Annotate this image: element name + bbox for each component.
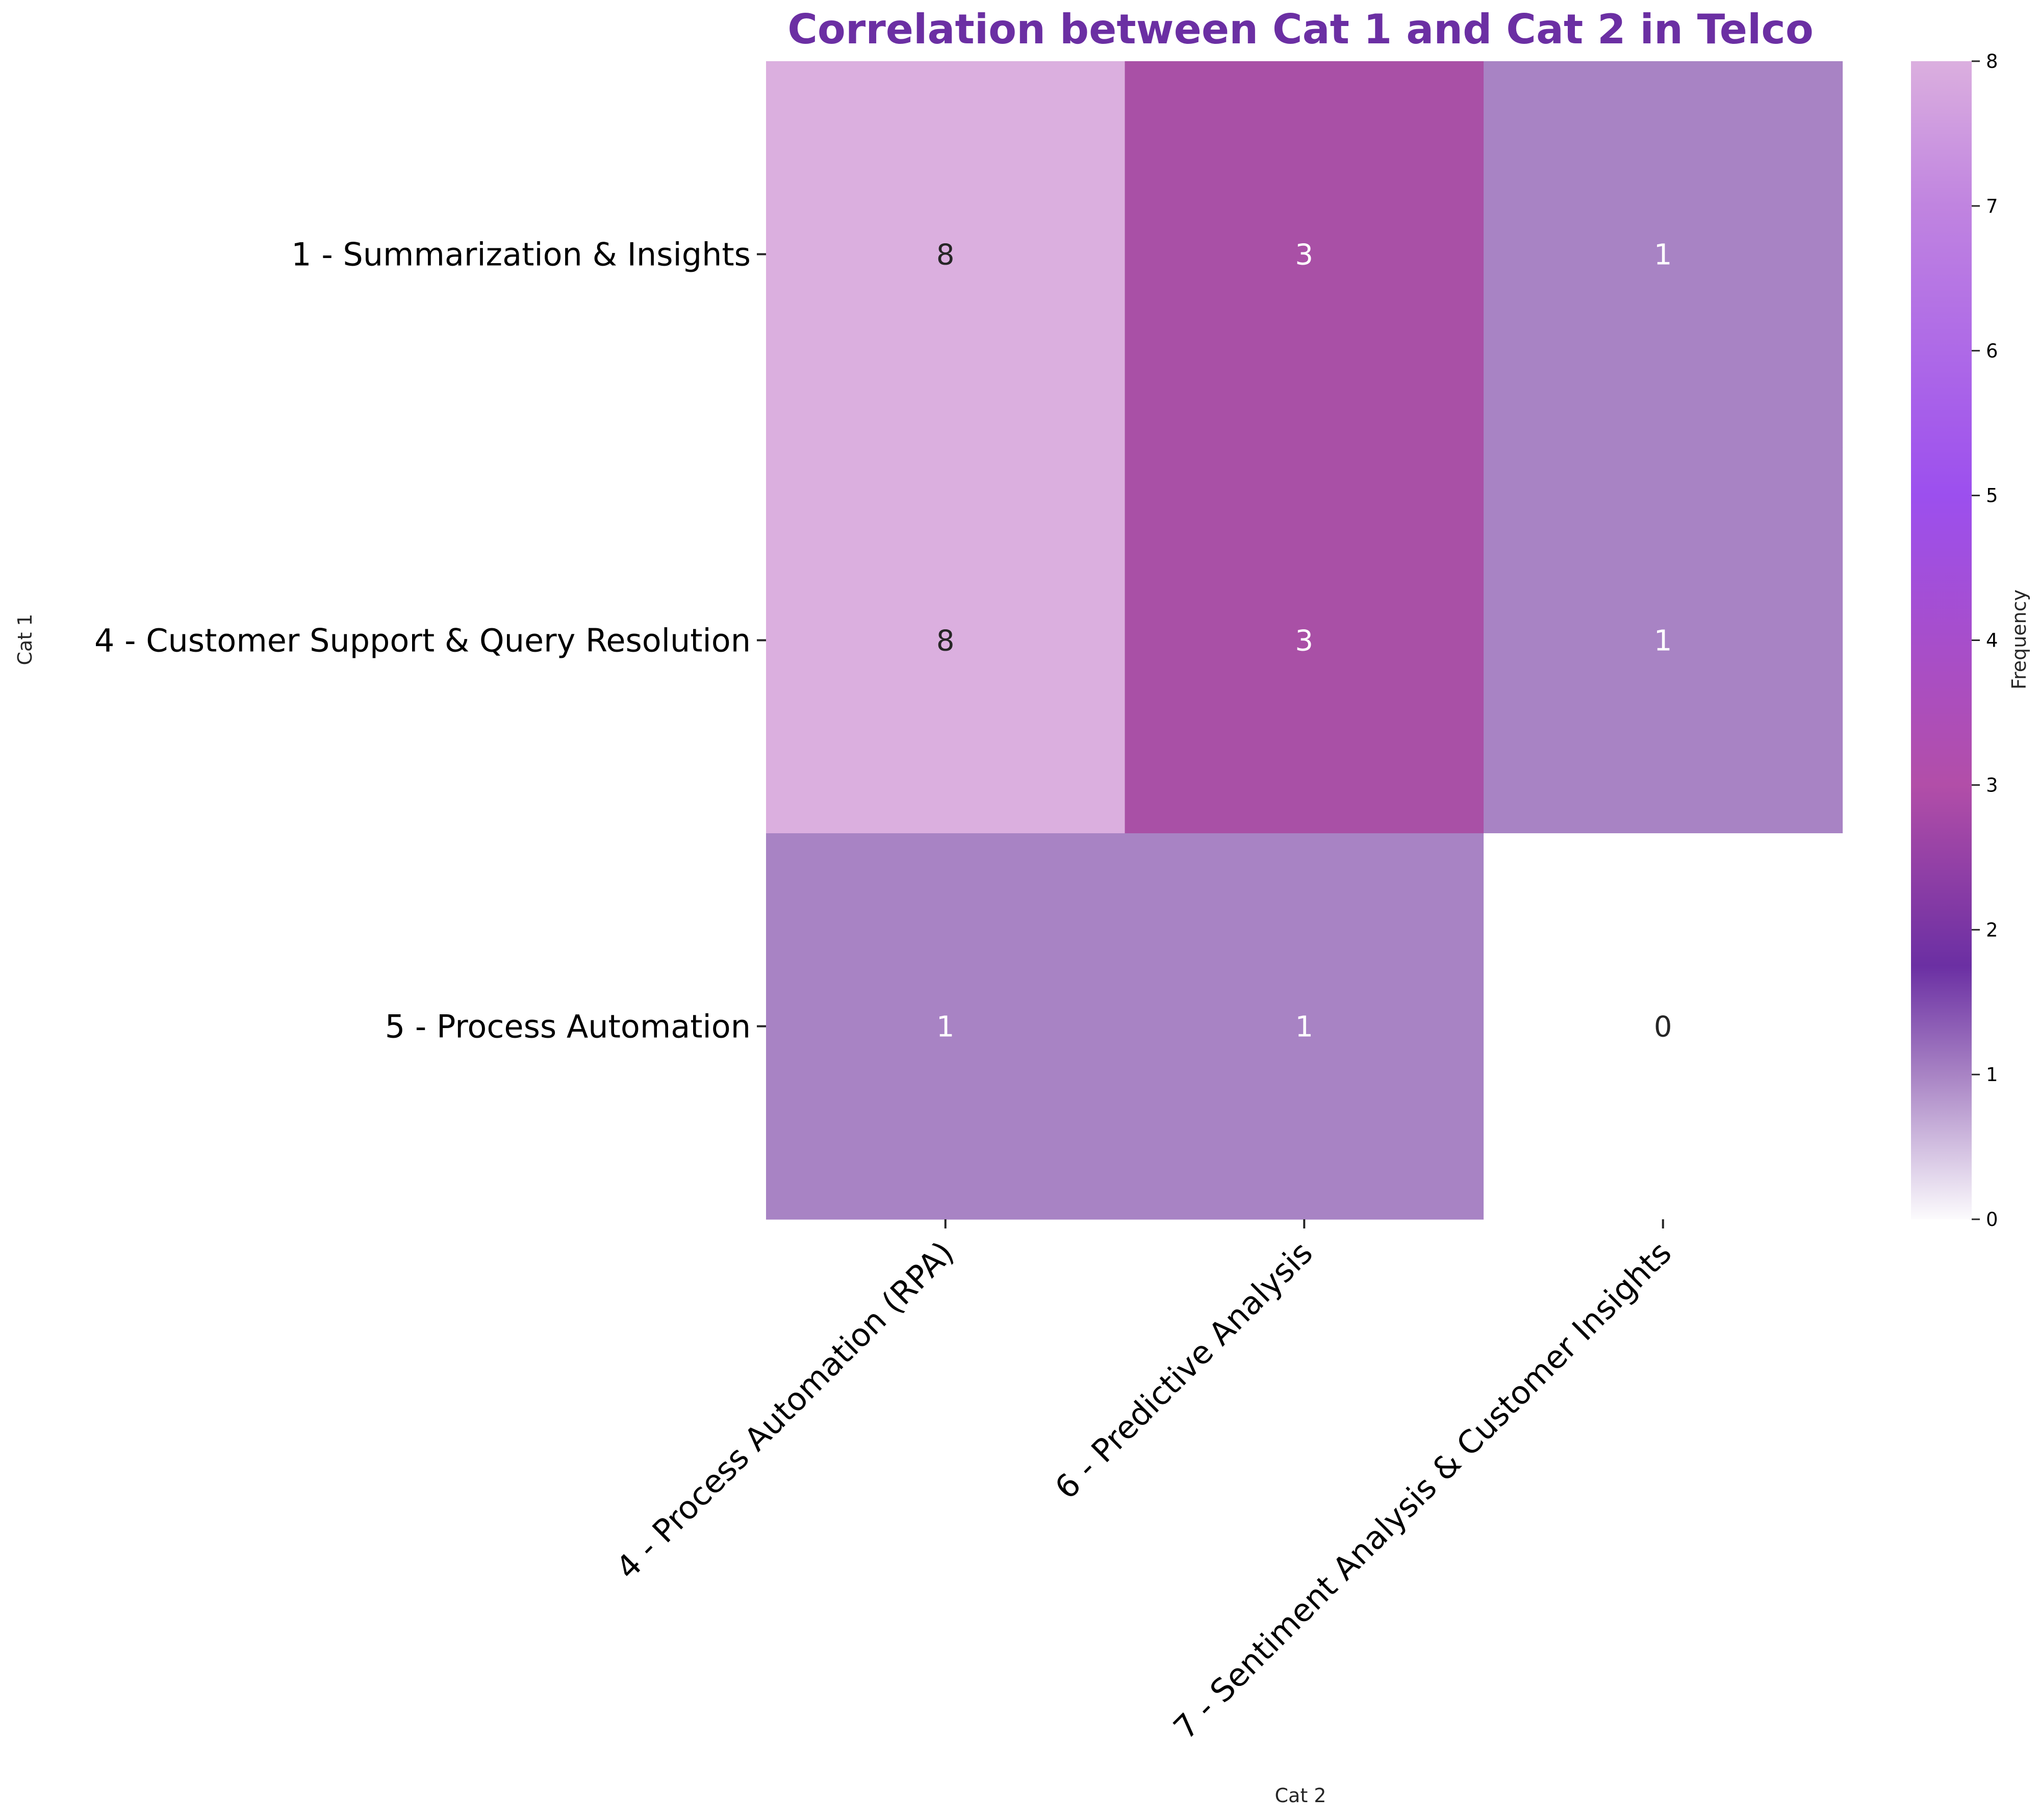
y-axis-label: Cat 1	[14, 614, 36, 665]
cell-value-label: 8	[936, 239, 955, 272]
heatmap-cell	[1484, 833, 1843, 1220]
colorbar-gradient	[1911, 61, 1972, 1219]
colorbar-tick-label: 8	[1986, 50, 1998, 72]
colorbar-tick-label: 1	[1986, 1064, 1998, 1086]
colorbar-tick-label: 4	[1986, 630, 1998, 652]
heatmap-cell	[1125, 833, 1484, 1220]
colorbar-tick-label: 3	[1986, 774, 1998, 796]
cell-value-label: 1	[1654, 625, 1672, 658]
colorbar-tick-label: 0	[1986, 1209, 1998, 1231]
colorbar-tick-label: 7	[1986, 195, 1998, 217]
cell-value-label: 3	[1295, 239, 1313, 272]
cell-value-label: 8	[936, 625, 955, 658]
colorbar-tick-label: 2	[1986, 919, 1998, 941]
colorbar: 0 1 2 3 4 5 6 7 8	[1911, 50, 1998, 1231]
heatmap-cell	[766, 61, 1126, 448]
chart-title: Correlation between Cat 1 and Cat 2 in T…	[787, 6, 1814, 53]
heatmap-cell	[1125, 447, 1484, 834]
cell-value-label: 1	[1295, 1011, 1313, 1044]
colorbar-label: Frequency	[2008, 589, 2030, 689]
colorbar-tick-label: 6	[1986, 340, 1998, 362]
heatmap-cell	[766, 447, 1126, 834]
cell-value-label: 1	[1654, 239, 1672, 272]
x-axis-label: Cat 2	[1275, 1784, 1327, 1807]
y-tick-label: 5 - Process Automation	[385, 1008, 751, 1045]
heatmap-cell	[766, 833, 1126, 1220]
y-tick-label: 1 - Summarization & Insights	[291, 236, 751, 273]
cell-value-label: 0	[1654, 1011, 1672, 1044]
y-axis-ticks: 1 - Summarization & Insights 4 - Customer…	[94, 236, 766, 1045]
cell-annotations: 8 3 1 8 3 1 1 1 0	[936, 239, 1672, 1044]
colorbar-tick-label: 5	[1986, 485, 1998, 507]
heatmap-cells	[766, 61, 1843, 1220]
cell-value-label: 1	[936, 1011, 955, 1044]
heatmap-cell	[1125, 61, 1484, 448]
heatmap-cell	[1484, 447, 1843, 834]
y-tick-label: 4 - Customer Support & Query Resolution	[94, 622, 751, 659]
cell-value-label: 3	[1295, 625, 1313, 658]
heatmap-cell	[1484, 61, 1843, 448]
